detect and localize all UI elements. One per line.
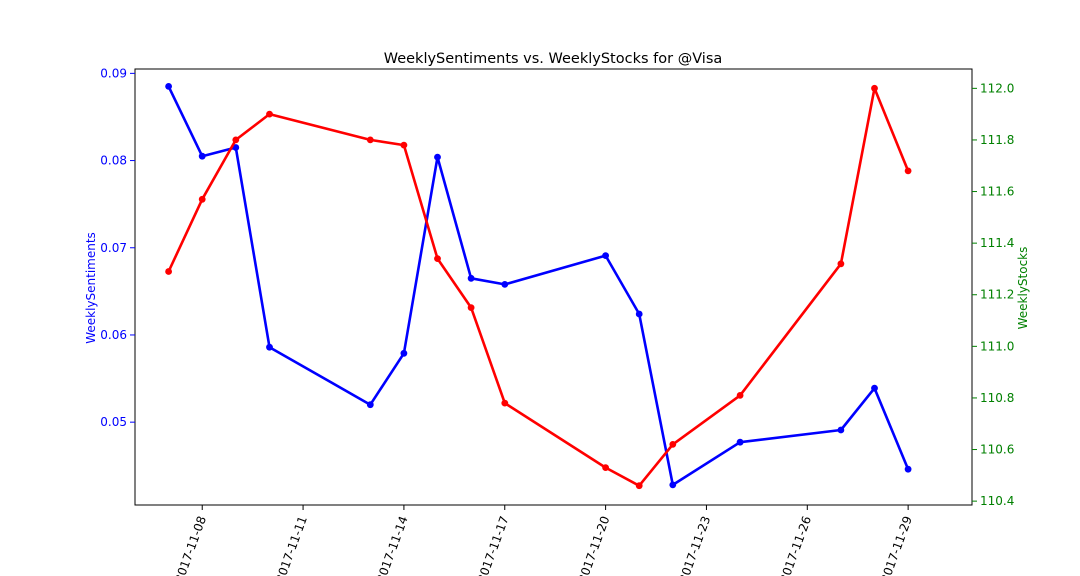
plot-frame — [134, 68, 973, 506]
weeklysentiments-point — [366, 401, 374, 409]
weeklysentiments-point — [904, 465, 912, 473]
weeklysentiments-point — [434, 153, 441, 161]
y-left-tick-label: 0.05 — [100, 415, 127, 429]
y-right-tick-label: 112.0 — [980, 81, 1014, 95]
x-tick-label: 2017-11-14 — [374, 514, 411, 576]
weeklystocks-line — [167, 87, 910, 488]
weeklysentiments-point — [165, 83, 173, 90]
weeklysentiments-point — [467, 274, 475, 282]
x-tick-label: 2017-11-11 — [273, 514, 310, 576]
weeklystocks-point — [232, 136, 240, 144]
weeklysentiments-point — [232, 144, 240, 151]
y-axis-right: 110.4 110.6 110.8 111.0 111.2 111.4 111.6 111.8… — [972, 81, 1014, 508]
weeklystocks-point — [635, 482, 643, 490]
x-tick-label: 2017-11-23 — [676, 514, 713, 576]
weeklysentiments-point — [736, 438, 744, 446]
weeklystocks-point — [165, 268, 173, 275]
weeklystocks-point — [198, 195, 206, 203]
y-right-tick-label: 111.4 — [980, 236, 1014, 250]
weeklystocks-point — [266, 110, 273, 118]
y-right-tick-label: 111.8 — [980, 133, 1014, 147]
weeklystocks-point — [837, 260, 845, 268]
weeklysentiments-point — [635, 310, 643, 318]
weeklystocks-point — [871, 84, 878, 92]
y-right-tick-label: 111.6 — [980, 185, 1014, 199]
x-tick-label: 2017-11-29 — [878, 514, 915, 576]
weeklysentiments-point — [669, 481, 677, 489]
weeklysentiments-point — [501, 281, 509, 288]
weeklystocks-point — [366, 136, 374, 144]
weeklystocks-point — [904, 167, 912, 175]
y-right-tick-label: 110.4 — [980, 494, 1014, 508]
weeklystocks-point — [434, 255, 441, 262]
x-tick-label: 2017-11-20 — [575, 514, 612, 576]
weeklysentiments-point — [266, 343, 273, 351]
y-right-tick-label: 110.6 — [980, 443, 1014, 457]
y-axis-left: 0.05 0.06 0.07 0.08 0.09 — [100, 66, 135, 429]
weeklysentiments-point — [602, 252, 609, 259]
weeklystocks-point — [736, 392, 744, 399]
y-right-tick-label: 110.8 — [980, 391, 1014, 405]
y-axis-left-label: WeeklySentiments — [84, 232, 98, 344]
y-left-tick-label: 0.06 — [100, 328, 127, 342]
y-right-tick-label: 111.2 — [980, 288, 1014, 302]
x-axis: 2017-11-08 2017-11-11 2017-11-14 2017-11-17… — [172, 505, 915, 576]
y-right-tick-label: 111.0 — [980, 339, 1014, 353]
weeklystocks-point — [602, 464, 609, 471]
weeklysentiments-line — [167, 85, 910, 487]
weeklysentiments-point — [400, 349, 408, 357]
y-left-tick-label: 0.09 — [100, 66, 127, 80]
weeklystocks-point — [467, 304, 475, 311]
chart-title: WeeklySentiments vs. WeeklyStocks for @V… — [384, 51, 723, 67]
weeklystocks-point — [669, 441, 677, 448]
weeklysentiments-point — [871, 384, 878, 392]
weeklysentiments-point — [837, 426, 845, 434]
weeklystocks-point — [501, 399, 509, 407]
series-layer — [165, 83, 912, 490]
y-left-tick-label: 0.08 — [100, 154, 127, 168]
y-left-tick-label: 0.07 — [100, 241, 127, 255]
y-axis-right-label: WeeklyStocks — [1016, 247, 1030, 330]
x-tick-label: 2017-11-17 — [475, 514, 512, 576]
x-tick-label: 2017-11-26 — [777, 514, 814, 576]
x-tick-label: 2017-11-08 — [172, 514, 209, 576]
weeklystocks-point — [400, 141, 408, 149]
weeklysentiments-point — [198, 152, 206, 160]
